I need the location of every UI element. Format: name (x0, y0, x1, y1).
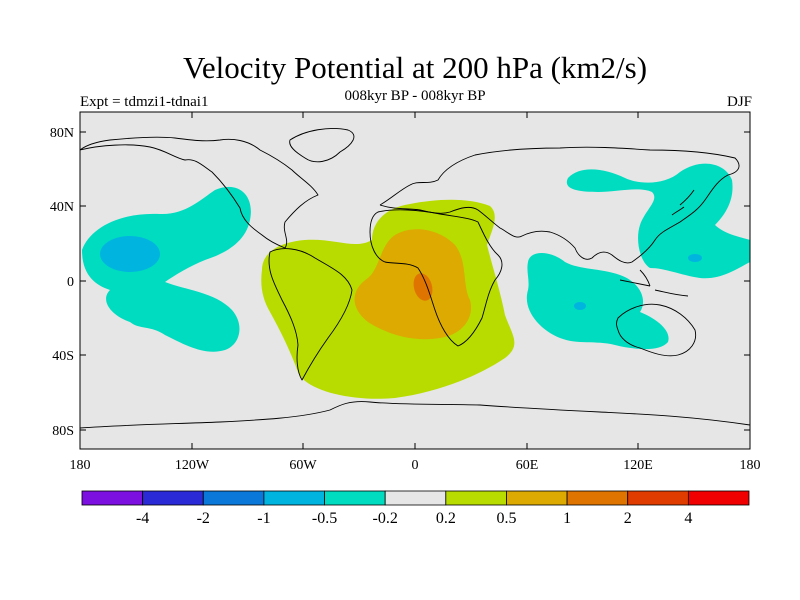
colorbar-swatch (81, 490, 144, 506)
colorbar-label: -4 (136, 510, 149, 527)
lon-label-0: 0 (412, 458, 419, 473)
neg-region-indian-ocean (526, 253, 669, 350)
colorbar-swatch (566, 490, 629, 506)
lat-label-40n: 40N (50, 200, 74, 215)
coast-south-america (268, 248, 353, 381)
neg-region-north-pacific (566, 163, 750, 279)
lon-label-120w: 120W (175, 458, 210, 473)
colorbar-swatch (506, 490, 568, 506)
colorbar: -4 -2 -1 -0.5 -0.2 0.2 0.5 1 2 4 (81, 490, 750, 527)
lat-axis (80, 131, 750, 431)
colorbar-swatch (687, 490, 750, 506)
lon-axis (191, 112, 639, 449)
colorbar-label: 1 (563, 510, 571, 527)
coast-eurasia (379, 146, 740, 264)
coast-africa (369, 209, 503, 347)
pos-core-congo (413, 273, 433, 301)
colorbar-label: -2 (197, 510, 210, 527)
colorbar-swatch (202, 490, 265, 506)
coast-japan (671, 189, 695, 216)
neg-core-pacific (100, 236, 160, 272)
colorbar-label: -0.5 (312, 510, 337, 527)
map-title: Velocity Potential at 200 hPa (km2/s) (182, 50, 648, 85)
colorbar-swatch (445, 490, 507, 506)
neg-core-indian (574, 302, 586, 310)
colorbar-label: -0.2 (373, 510, 398, 527)
lat-label-40s: 40S (52, 349, 74, 364)
coast-north-america (80, 136, 319, 249)
lat-label-0: 0 (67, 275, 74, 290)
lon-label-180e: 180 (740, 458, 761, 473)
pos-mid-africa (354, 229, 472, 340)
colorbar-swatch (263, 490, 325, 506)
coastlines (80, 128, 750, 429)
coast-antarctica (80, 401, 750, 429)
lon-label-60w: 60W (289, 458, 317, 473)
coast-australia (616, 303, 697, 357)
experiment-label: Expt = tdmzi1-tdnai1 (80, 94, 209, 110)
season-label: DJF (726, 94, 752, 110)
colorbar-swatch (384, 490, 447, 506)
colorbar-label: 0.5 (496, 510, 516, 527)
colorbar-label: 0.2 (436, 510, 456, 527)
colorbar-label: 4 (684, 510, 692, 527)
colorbar-swatch (627, 490, 689, 506)
lon-label-60e: 60E (516, 458, 539, 473)
lon-label-180w: 180 (70, 458, 91, 473)
colorbar-label: -1 (257, 510, 270, 527)
colorbar-label: 2 (624, 510, 632, 527)
coast-indonesia (619, 269, 689, 297)
colorbar-swatch (324, 490, 386, 506)
neg-core-west-pacific (688, 254, 702, 262)
lat-label-80n: 80N (50, 126, 74, 141)
neg-region-central-pacific (82, 186, 251, 352)
colorbar-swatch (142, 490, 204, 506)
lon-label-120e: 120E (623, 458, 653, 473)
lat-label-80s: 80S (52, 424, 74, 439)
map-subtitle: 008kyr BP - 008kyr BP (344, 88, 486, 104)
coast-greenland (289, 128, 355, 163)
